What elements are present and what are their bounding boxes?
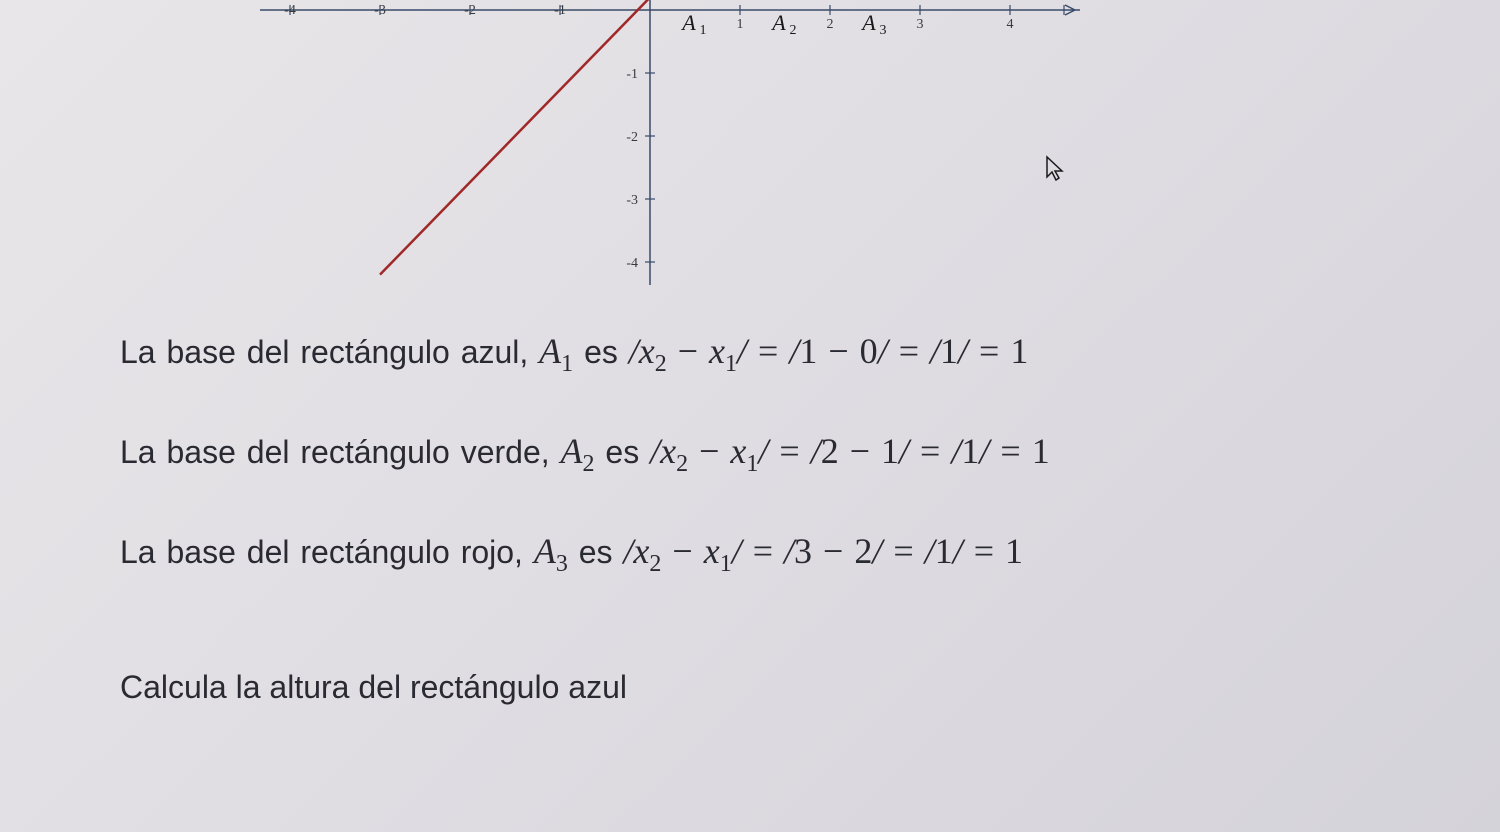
- svg-text:A: A: [860, 10, 876, 35]
- svg-text:3: 3: [880, 23, 887, 38]
- svg-text:A: A: [680, 10, 696, 35]
- intro-text: La base del rectángulo verde,: [120, 434, 561, 470]
- variable-a2: A2: [561, 431, 595, 471]
- svg-text:1: 1: [700, 23, 707, 38]
- svg-text:3: 3: [917, 17, 924, 32]
- variable-a3: A3: [534, 531, 568, 571]
- chart-area: -4-3-2-11234-1-2-3-4A1A2A3: [260, 0, 1080, 290]
- svg-text:-2: -2: [464, 3, 476, 18]
- svg-text:-1: -1: [554, 3, 566, 18]
- mid-text: es: [595, 434, 651, 470]
- svg-text:1: 1: [737, 17, 744, 32]
- math-line-3: La base del rectángulo rojo, A3 es /x2 −…: [120, 530, 1440, 578]
- math-expression-2: /x2 − x1/ = /2 − 1/ = /1/ = 1: [650, 431, 1050, 471]
- svg-text:A: A: [770, 10, 786, 35]
- svg-text:-3: -3: [374, 3, 386, 18]
- intro-text: La base del rectángulo azul,: [120, 334, 539, 370]
- svg-text:-1: -1: [626, 67, 638, 82]
- variable-a1: A1: [539, 331, 573, 371]
- text-content: La base del rectángulo azul, A1 es /x2 −…: [120, 330, 1440, 706]
- svg-text:-4: -4: [626, 256, 638, 271]
- math-expression-3: /x2 − x1/ = /3 − 2/ = /1/ = 1: [623, 531, 1023, 571]
- math-line-2: La base del rectángulo verde, A2 es /x2 …: [120, 430, 1440, 478]
- intro-text: La base del rectángulo rojo,: [120, 534, 534, 570]
- svg-text:4: 4: [1007, 17, 1014, 32]
- svg-text:-2: -2: [626, 130, 638, 145]
- svg-text:2: 2: [827, 17, 834, 32]
- question-text: Calcula la altura del rectángulo azul: [120, 669, 1440, 706]
- coordinate-chart: -4-3-2-11234-1-2-3-4A1A2A3: [260, 0, 1080, 290]
- math-expression-1: /x2 − x1/ = /1 − 0/ = /1/ = 1: [629, 331, 1029, 371]
- svg-text:2: 2: [790, 23, 797, 38]
- mid-text: es: [568, 534, 624, 570]
- svg-text:-4: -4: [284, 3, 296, 18]
- math-line-1: La base del rectángulo azul, A1 es /x2 −…: [120, 330, 1440, 378]
- mid-text: es: [573, 334, 629, 370]
- svg-text:-3: -3: [626, 193, 638, 208]
